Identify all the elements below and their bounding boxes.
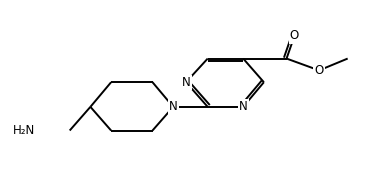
Text: O: O bbox=[290, 29, 299, 42]
Text: N: N bbox=[169, 100, 178, 113]
Text: O: O bbox=[315, 64, 324, 77]
Text: H₂N: H₂N bbox=[13, 124, 35, 137]
Text: N: N bbox=[182, 76, 190, 89]
Text: N: N bbox=[239, 100, 248, 113]
